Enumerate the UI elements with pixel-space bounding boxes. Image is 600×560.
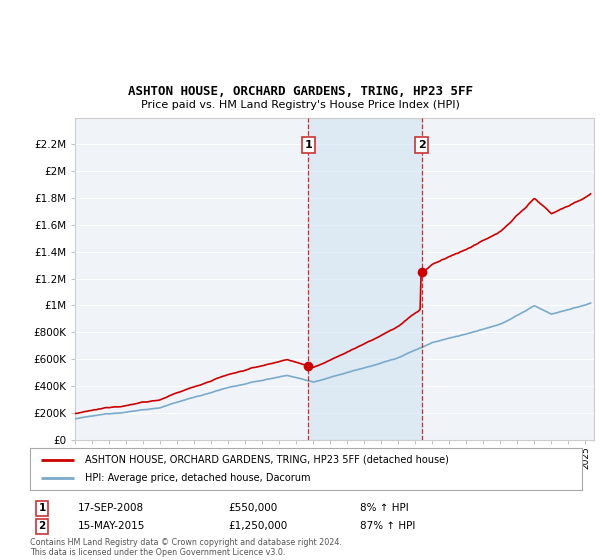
Text: 17-SEP-2008: 17-SEP-2008 (78, 503, 144, 514)
Text: £550,000: £550,000 (228, 503, 277, 514)
Text: ASHTON HOUSE, ORCHARD GARDENS, TRING, HP23 5FF: ASHTON HOUSE, ORCHARD GARDENS, TRING, HP… (128, 85, 473, 98)
Text: Contains HM Land Registry data © Crown copyright and database right 2024.
This d: Contains HM Land Registry data © Crown c… (30, 538, 342, 557)
Bar (308, 118, 422, 440)
Text: 87% ↑ HPI: 87% ↑ HPI (360, 521, 415, 531)
Text: 8% ↑ HPI: 8% ↑ HPI (360, 503, 409, 514)
Text: HPI: Average price, detached house, Dacorum: HPI: Average price, detached house, Daco… (85, 473, 311, 483)
Text: 2: 2 (38, 521, 46, 531)
Text: 2: 2 (418, 140, 425, 150)
Text: 15-MAY-2015: 15-MAY-2015 (78, 521, 145, 531)
Text: £1,250,000: £1,250,000 (228, 521, 287, 531)
Text: ASHTON HOUSE, ORCHARD GARDENS, TRING, HP23 5FF (detached house): ASHTON HOUSE, ORCHARD GARDENS, TRING, HP… (85, 455, 449, 465)
Text: Price paid vs. HM Land Registry's House Price Index (HPI): Price paid vs. HM Land Registry's House … (140, 100, 460, 110)
Text: 1: 1 (305, 140, 313, 150)
Text: 1: 1 (38, 503, 46, 514)
